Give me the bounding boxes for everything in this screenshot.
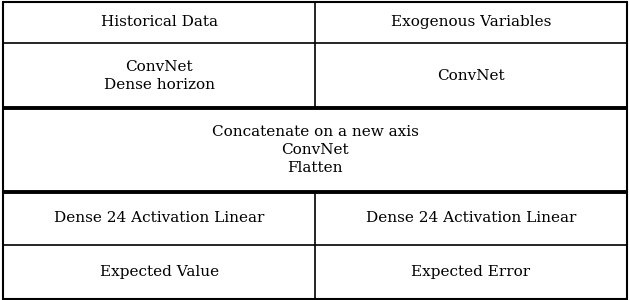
Text: Expected Value: Expected Value [100,265,219,279]
Text: ConvNet
Dense horizon: ConvNet Dense horizon [103,59,215,92]
Text: Exogenous Variables: Exogenous Variables [391,15,551,29]
Text: Dense 24 Activation Linear: Dense 24 Activation Linear [54,211,264,225]
Text: Dense 24 Activation Linear: Dense 24 Activation Linear [366,211,576,225]
Text: ConvNet: ConvNet [437,69,505,83]
Text: Expected Error: Expected Error [411,265,530,279]
Text: Concatenate on a new axis
ConvNet
Flatten: Concatenate on a new axis ConvNet Flatte… [212,124,418,176]
Text: Historical Data: Historical Data [101,15,217,29]
